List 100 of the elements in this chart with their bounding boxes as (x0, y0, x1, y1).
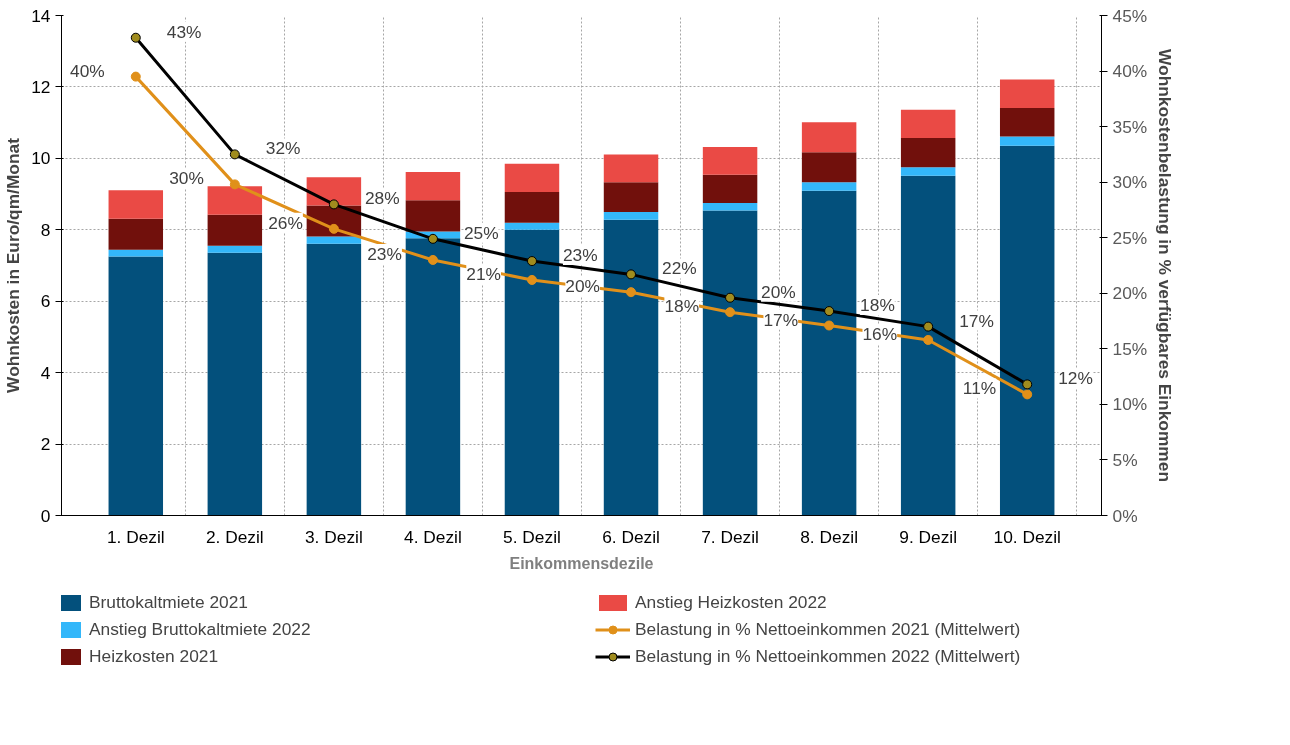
bar (306, 236, 362, 244)
bar (306, 177, 362, 206)
data-label: 17% (959, 310, 994, 331)
data-label: 11% (962, 378, 997, 399)
x-tick-label: 9. Dezil (899, 526, 958, 547)
data-label: 17% (763, 309, 799, 330)
point (824, 320, 835, 331)
bar (405, 200, 461, 232)
y2-axis-title: Wohnkostenbelastung in % verfügbares Einkommen (1155, 49, 1176, 482)
y-tick-label: 4 (40, 362, 51, 383)
bar (207, 214, 263, 246)
bar (999, 79, 1055, 108)
bar (207, 252, 263, 516)
point (1022, 389, 1033, 400)
data-label: 26% (268, 212, 303, 233)
y2-tick-label: 5% (1112, 449, 1138, 470)
data-label: 16% (862, 323, 898, 344)
y-tick-label: 14 (31, 5, 51, 26)
bar (801, 152, 857, 183)
legend-label: Anstieg Heizkosten 2022 (635, 591, 828, 613)
x-tick-label: 10. Dezil (993, 526, 1061, 547)
bar (108, 249, 164, 257)
point (229, 149, 240, 160)
y2-tick-label: 15% (1112, 338, 1148, 359)
data-label: 21% (466, 263, 501, 284)
point (626, 287, 637, 298)
y2-tick-label: 30% (1112, 172, 1148, 193)
bar (405, 238, 461, 516)
data-label: 22% (662, 258, 697, 279)
y2-tick-label: 35% (1112, 116, 1148, 137)
point (328, 223, 339, 234)
data-label: 40% (70, 60, 105, 81)
y-tick-label: 10 (31, 148, 51, 169)
data-label: 12% (1058, 368, 1093, 389)
point (923, 321, 934, 332)
bar (900, 109, 956, 138)
point (1022, 379, 1033, 390)
bar (603, 211, 659, 220)
y2-tick-label: 0% (1112, 505, 1138, 526)
bar (108, 218, 164, 250)
bar (306, 243, 362, 516)
point (229, 179, 240, 190)
data-label: 20% (761, 281, 796, 302)
bar (999, 136, 1055, 146)
y-tick-label: 8 (40, 219, 51, 240)
bar (702, 203, 758, 211)
bar (702, 146, 758, 175)
x-tick-label: 6. Dezil (602, 526, 660, 547)
bar (999, 145, 1055, 516)
legend-label: Belastung in % Nettoeinkommen 2022 (Mittelwert) (635, 645, 1022, 667)
legend-label: Anstieg Bruttokaltmiete 2022 (89, 618, 312, 640)
x-tick-label: 7. Dezil (701, 526, 759, 547)
point (130, 71, 141, 82)
y2-tick-label: 20% (1112, 283, 1148, 304)
legend-label: Belastung in % Nettoeinkommen 2021 (Mittelwert) (635, 618, 1022, 640)
data-label: 30% (169, 168, 204, 189)
y-tick-label: 6 (40, 291, 51, 312)
point (427, 233, 438, 244)
bar (801, 182, 857, 191)
point (725, 307, 736, 318)
data-label: 23% (562, 245, 598, 266)
bar (504, 163, 560, 192)
point (725, 292, 736, 303)
y-tick-label: 2 (40, 434, 51, 455)
data-label: 32% (265, 138, 301, 159)
bar (603, 182, 659, 212)
data-label: 28% (364, 188, 400, 209)
data-label: 18% (860, 295, 895, 316)
legend-label: Bruttokaltmiete 2021 (89, 591, 249, 613)
y2-tick-label: 40% (1112, 61, 1148, 82)
data-label: 43% (166, 21, 202, 42)
bar (207, 245, 263, 253)
point (526, 256, 537, 267)
bar (900, 138, 956, 168)
x-tick-label: 1. Dezil (106, 526, 165, 547)
y2-tick-label: 10% (1112, 394, 1148, 415)
data-label: 20% (565, 276, 601, 297)
bar (108, 190, 164, 219)
point (626, 269, 637, 280)
x-tick-label: 4. Dezil (404, 526, 462, 547)
bar (900, 167, 956, 176)
bar (504, 191, 560, 223)
data-label: 18% (664, 296, 700, 317)
data-label: 25% (463, 222, 499, 243)
y-tick-label: 0 (40, 505, 51, 526)
bar (702, 210, 758, 516)
x-tick-label: 3. Dezil (304, 526, 363, 547)
y2-tick-label: 45% (1112, 5, 1148, 26)
x-tick-label: 8. Dezil (800, 526, 859, 547)
x-axis-title: Einkommensdezile (509, 554, 654, 572)
point (824, 306, 835, 317)
bar (504, 222, 560, 230)
x-tick-label: 5. Dezil (503, 526, 561, 547)
x-tick-label: 2. Dezil (205, 526, 264, 547)
bar (108, 256, 164, 516)
bar (900, 175, 956, 516)
point (427, 254, 438, 265)
data-label: 23% (367, 243, 402, 264)
bar (801, 122, 857, 153)
legend-label: Heizkosten 2021 (89, 645, 220, 667)
